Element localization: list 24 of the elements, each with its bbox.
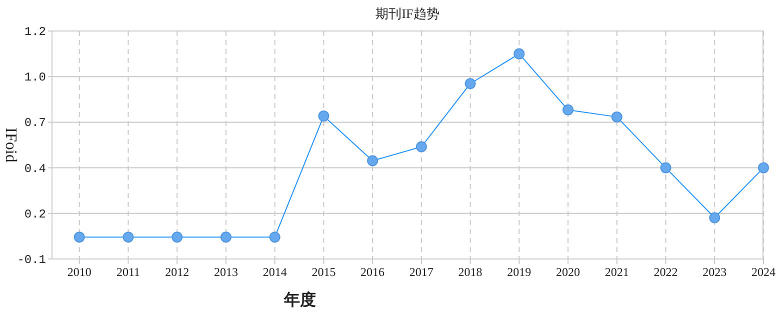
x-tick-label: 2019: [507, 265, 532, 279]
x-tick-label: 2024: [751, 265, 776, 279]
x-tick-label: 2012: [165, 265, 190, 279]
x-tick-label: 2023: [702, 265, 727, 279]
x-tick-label: 2014: [262, 265, 287, 279]
x-tick-label: 2021: [604, 265, 629, 279]
y-tick-label: 0.4: [24, 162, 46, 176]
y-tick-label: -0.1: [17, 253, 46, 267]
chart-title: 期刊IF趋势: [376, 6, 440, 21]
y-tick-label: 0.7: [24, 116, 46, 130]
y-tick-label: 0.2: [24, 207, 46, 222]
y-axis-title: IFoid: [2, 128, 19, 162]
x-tick-label: 2010: [67, 265, 92, 279]
y-tick-label: 1.2: [24, 25, 46, 39]
x-tick-label: 2016: [360, 265, 385, 279]
x-tick-label: 2018: [458, 265, 482, 279]
x-tick-label: 2017: [409, 265, 434, 279]
x-tick-label: 2015: [312, 265, 336, 279]
x-tick-label: 2020: [556, 265, 580, 279]
x-tick-label: 2022: [654, 265, 678, 279]
x-tick-label: 2013: [214, 265, 238, 279]
x-tick-label: 2011: [116, 265, 140, 279]
y-tick-label: 1.0: [24, 70, 46, 85]
x-axis-title: 年度: [283, 290, 316, 309]
